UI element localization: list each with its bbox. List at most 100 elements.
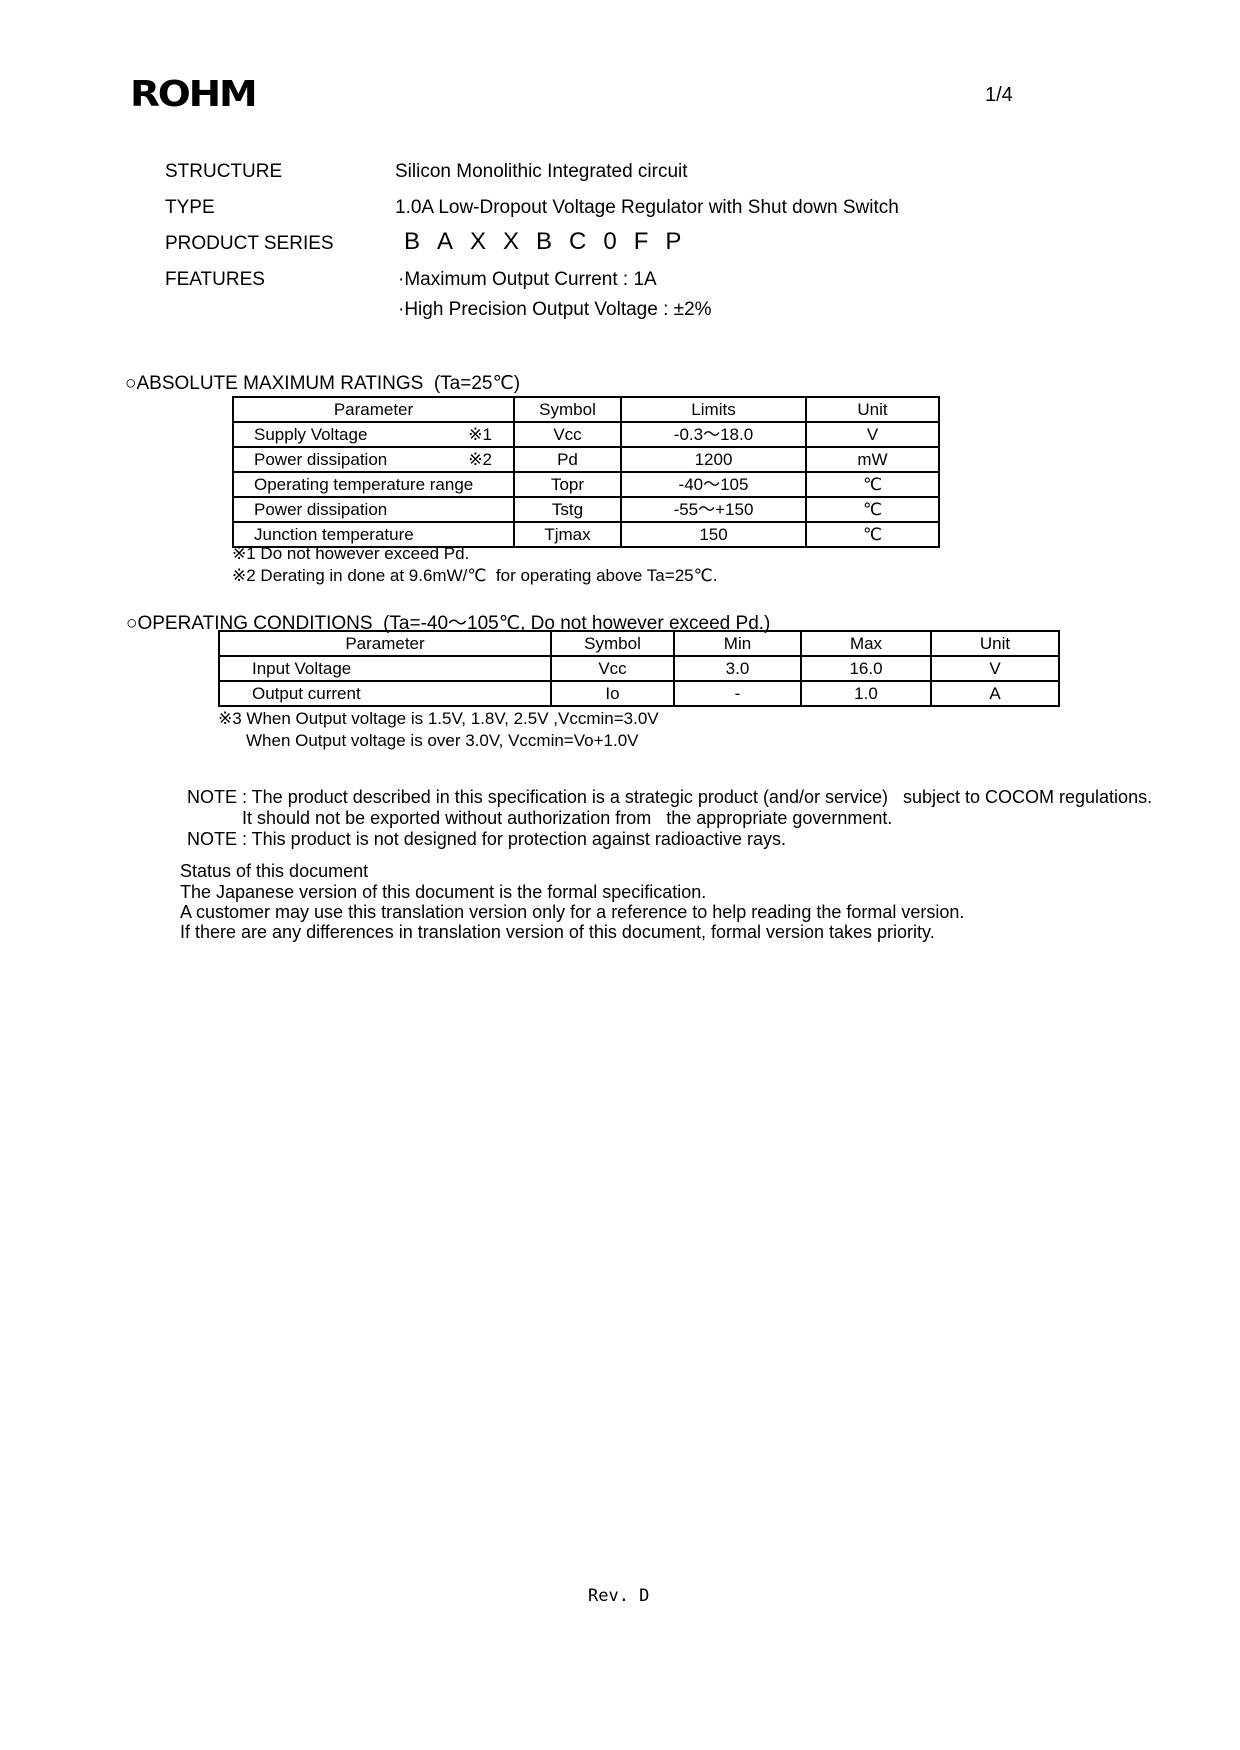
abs-max-r2-mark: ※2 <box>468 450 492 469</box>
type-label: TYPE <box>165 197 215 219</box>
status-line-3-text: If there are any differences in translat… <box>180 922 935 942</box>
table-row: Power dissipation ※2 Pd 1200 mW <box>232 446 940 473</box>
structure-value-text: Silicon Monolithic Integrated circuit <box>395 161 688 182</box>
op-cond-header-parameter-text: Parameter <box>345 634 425 653</box>
type-value: 1.0A Low-Dropout Voltage Regulator with … <box>395 197 899 219</box>
op-cond-r1-unit-text: V <box>989 659 1001 678</box>
op-cond-heading-text: ○OPERATING CONDITIONS (Ta=-40～105℃, Do n… <box>126 613 771 634</box>
page-number: 1/4 <box>985 84 1013 107</box>
table-row: Input Voltage Vcc 3.0 16.0 V <box>218 655 1060 682</box>
table-row: Power dissipation Tstg -55～+150 ℃ <box>232 496 940 523</box>
abs-max-r1-symbol: Vcc <box>513 421 622 448</box>
abs-max-r2-unit-text: mW <box>857 450 888 469</box>
op-cond-heading: ○OPERATING CONDITIONS (Ta=-40～105℃, Do n… <box>126 608 770 635</box>
op-cond-r1-max: 16.0 <box>800 655 932 682</box>
abs-max-r2-symbol: Pd <box>513 446 622 473</box>
abs-max-r5-param: Junction temperature <box>232 521 515 548</box>
abs-max-r4-symbol-text: Tstg <box>551 500 584 519</box>
cocom-note-line-2: It should not be exported without author… <box>242 808 892 829</box>
abs-max-r4-limits-text: -55～+150 <box>673 500 754 519</box>
op-cond-header-symbol: Symbol <box>550 630 675 657</box>
abs-max-r1-unit-text: V <box>866 425 879 444</box>
op-cond-header-unit-text: Unit <box>979 634 1011 653</box>
abs-max-heading: ○ABSOLUTE MAXIMUM RATINGS (Ta=25℃) <box>125 372 520 395</box>
page-number-text: 1/4 <box>985 84 1013 106</box>
op-cond-r2-unit: A <box>930 680 1060 707</box>
abs-max-r5-unit: ℃ <box>805 521 940 548</box>
abs-max-note-2-text: ※2 Derating in done at 9.6mW/℃ for opera… <box>232 566 718 585</box>
op-cond-r1-symbol: Vcc <box>550 655 675 682</box>
type-label-text: TYPE <box>165 197 215 218</box>
structure-label-text: STRUCTURE <box>165 161 283 182</box>
abs-max-r1-limits-text: -0.3～18.0 <box>673 425 754 444</box>
abs-max-r3-symbol-text: Topr <box>550 475 585 494</box>
abs-max-r1-symbol-text: Vcc <box>553 425 582 444</box>
abs-max-r5-limits: 150 <box>620 521 807 548</box>
abs-max-heading-text: ○ABSOLUTE MAXIMUM RATINGS (Ta=25℃) <box>125 373 521 394</box>
op-cond-header-row: Parameter Symbol Min Max Unit <box>218 630 1060 657</box>
product-series-label: PRODUCT SERIES <box>165 233 334 255</box>
op-cond-header-max: Max <box>800 630 932 657</box>
abs-max-r5-symbol: Tjmax <box>513 521 622 548</box>
features-label-text: FEATURES <box>165 269 265 290</box>
abs-max-header-parameter-text: Parameter <box>333 400 414 419</box>
status-line-2: A customer may use this translation vers… <box>180 902 964 923</box>
abs-max-r4-unit: ℃ <box>805 496 940 523</box>
op-cond-header-min-text: Min <box>723 634 752 653</box>
cocom-note-line-1-text: NOTE : The product described in this spe… <box>187 787 1153 807</box>
op-cond-r2-unit-text: A <box>989 684 1001 703</box>
status-line-3: If there are any differences in translat… <box>180 922 935 943</box>
op-cond-note-1: ※3 When Output voltage is 1.5V, 1.8V, 2.… <box>218 709 659 729</box>
abs-max-r4-param: Power dissipation <box>232 496 515 523</box>
status-title: Status of this document <box>180 861 368 882</box>
op-cond-r2-param: Output current <box>218 680 552 707</box>
abs-max-r3-limits-text: -40～105 <box>678 475 749 494</box>
abs-max-r1-param: Supply Voltage ※1 <box>232 421 515 448</box>
op-cond-header-unit: Unit <box>930 630 1060 657</box>
status-line-2-text: A customer may use this translation vers… <box>180 902 965 922</box>
op-cond-r1-param-text: Input Voltage <box>252 659 352 678</box>
op-cond-r1-unit: V <box>930 655 1060 682</box>
structure-label: STRUCTURE <box>165 161 282 183</box>
abs-max-header-parameter: Parameter <box>232 396 515 423</box>
table-row: Junction temperature Tjmax 150 ℃ <box>232 521 940 548</box>
op-cond-r1-param: Input Voltage <box>218 655 552 682</box>
abs-max-r3-unit: ℃ <box>805 471 940 498</box>
abs-max-r2-limits: 1200 <box>620 446 807 473</box>
op-cond-r1-symbol-text: Vcc <box>598 659 627 678</box>
table-row: Supply Voltage ※1 Vcc -0.3～18.0 V <box>232 421 940 448</box>
abs-max-header-unit: Unit <box>805 396 940 423</box>
abs-max-header-unit-text: Unit <box>857 400 888 419</box>
feature-item-1-text: ·Maximum Output Current : 1A <box>398 269 657 290</box>
op-cond-r1-min-text: 3.0 <box>725 659 750 678</box>
op-cond-r2-min: - <box>673 680 802 707</box>
op-cond-note-2: When Output voltage is over 3.0V, Vccmin… <box>246 731 639 751</box>
op-cond-table: Parameter Symbol Min Max Unit Input Volt… <box>218 630 1060 707</box>
product-series-value: BAXXBC0FP <box>404 228 698 256</box>
abs-max-r5-unit-text: ℃ <box>862 525 883 544</box>
status-title-text: Status of this document <box>180 861 369 881</box>
abs-max-r2-symbol-text: Pd <box>557 450 578 469</box>
abs-max-note-1-text: ※1 Do not however exceed Pd. <box>232 544 470 563</box>
abs-max-r2-unit: mW <box>805 446 940 473</box>
op-cond-r1-min: 3.0 <box>673 655 802 682</box>
abs-max-r5-symbol-text: Tjmax <box>544 525 591 544</box>
abs-max-r1-unit: V <box>805 421 940 448</box>
abs-max-r4-param-text: Power dissipation <box>254 500 388 519</box>
abs-max-r1-mark: ※1 <box>468 425 492 444</box>
abs-max-r3-limits: -40～105 <box>620 471 807 498</box>
cocom-note-line-2-text: It should not be exported without author… <box>242 808 893 828</box>
op-cond-r2-symbol: Io <box>550 680 675 707</box>
features-label: FEATURES <box>165 269 265 291</box>
product-series-value-text: BAXXBC0FP <box>404 228 699 255</box>
abs-max-header-row: Parameter Symbol Limits Unit <box>232 396 940 423</box>
op-cond-r2-max-text: 1.0 <box>854 684 878 703</box>
abs-max-r4-symbol: Tstg <box>513 496 622 523</box>
abs-max-header-symbol-text: Symbol <box>539 400 596 419</box>
abs-max-r3-param-text: Operating temperature range <box>254 475 474 494</box>
abs-max-note-2: ※2 Derating in done at 9.6mW/℃ for opera… <box>232 566 717 586</box>
abs-max-r5-limits-text: 150 <box>699 525 728 544</box>
cocom-note-line-1: NOTE : The product described in this spe… <box>187 787 1152 808</box>
status-line-1-text: The Japanese version of this document is… <box>180 882 707 902</box>
